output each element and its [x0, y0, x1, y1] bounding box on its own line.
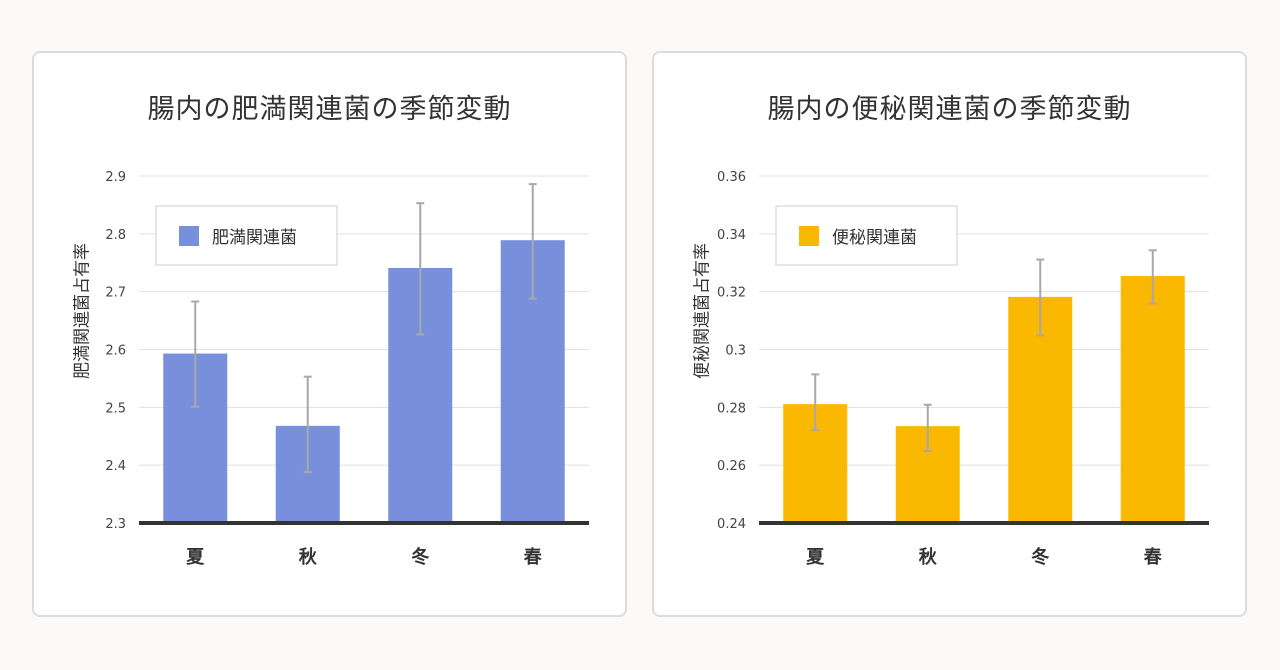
y-tick-label: 0.36	[717, 170, 746, 185]
y-tick-label: 2.9	[105, 170, 126, 185]
y-tick-label: 0.24	[717, 517, 746, 532]
x-tick-label: 春	[524, 546, 543, 568]
chart-title: 腸内の便秘関連菌の季節変動	[767, 94, 1132, 125]
x-tick-label: 冬	[411, 546, 429, 568]
y-tick-label: 2.6	[105, 344, 126, 359]
y-tick-label: 0.26	[717, 459, 746, 474]
legend-swatch	[799, 226, 819, 246]
obesity-bar-chart: 2.3 2.4 2.5 2.6 2.7 2.8 2.9 夏 秋 冬 春 肥満関連菌	[105, 170, 589, 568]
x-tick-label: 春	[1144, 546, 1163, 568]
x-tick-label: 秋	[919, 546, 938, 568]
x-tick-label: 夏	[806, 547, 825, 568]
x-tick-label: 秋	[299, 546, 318, 568]
legend: 便秘関連菌	[775, 205, 958, 266]
x-tick-label: 冬	[1031, 546, 1049, 568]
legend-swatch	[179, 226, 199, 246]
y-tick-label: 0.32	[717, 286, 746, 301]
y-tick-label: 0.34	[717, 228, 746, 243]
y-tick-label: 2.5	[105, 401, 126, 416]
y-tick-label: 2.3	[105, 517, 126, 532]
y-tick-label: 0.28	[717, 401, 746, 416]
x-tick-label: 夏	[186, 547, 205, 568]
legend-label: 肥満関連菌	[212, 228, 297, 248]
y-tick-label: 2.8	[105, 228, 126, 243]
obesity-chart-panel: 腸内の肥満関連菌の季節変動 肥満関連菌占有率 2.3 2.4 2.5 2.6 2.7 2.…	[32, 51, 627, 617]
legend: 肥満関連菌	[155, 205, 338, 266]
constipation-bar-chart: 0.24 0.26 0.28 0.3 0.32 0.34 0.36 夏 秋 冬 春 便秘関連菌	[717, 170, 1209, 568]
y-tick-label: 0.3	[725, 344, 746, 359]
constipation-chart-panel: 腸内の便秘関連菌の季節変動 便秘関連菌占有率 0.24 0.26 0.28 0.3 0.…	[652, 51, 1247, 617]
y-tick-label: 2.7	[105, 286, 126, 301]
y-tick-label: 2.4	[105, 459, 126, 474]
legend-label: 便秘関連菌	[832, 228, 917, 248]
bar	[1120, 276, 1185, 523]
chart-title: 腸内の肥満関連菌の季節変動	[147, 94, 512, 125]
